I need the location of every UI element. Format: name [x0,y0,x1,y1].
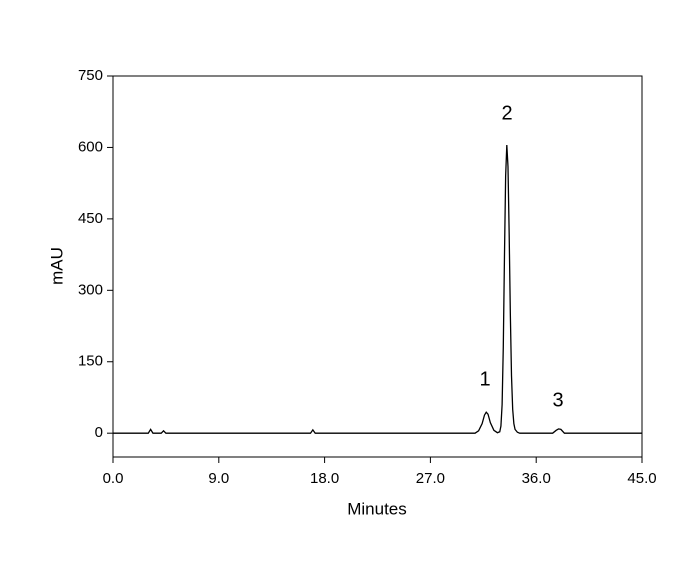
y-tick-label: 0 [95,424,103,441]
plot-frame [112,75,643,458]
x-tick-label: 45.0 [627,470,656,487]
y-tick-label: 600 [78,138,103,155]
series-line [113,145,642,434]
x-tick-label: 0.0 [103,470,124,487]
x-tick-label: 9.0 [208,470,229,487]
peak-label: 1 [479,368,490,390]
y-tick-label: 150 [78,353,103,370]
y-axis-label: mAU [47,247,66,285]
x-tick-label: 36.0 [522,470,551,487]
x-tick-label: 18.0 [310,470,339,487]
peak-label: 2 [501,102,512,124]
y-tick-label: 750 [78,67,103,84]
y-tick-label: 450 [78,210,103,227]
x-axis-label: Minutes [347,499,407,518]
y-tick-label: 300 [78,281,103,298]
x-tick-label: 27.0 [416,470,445,487]
peak-label: 3 [552,389,563,411]
